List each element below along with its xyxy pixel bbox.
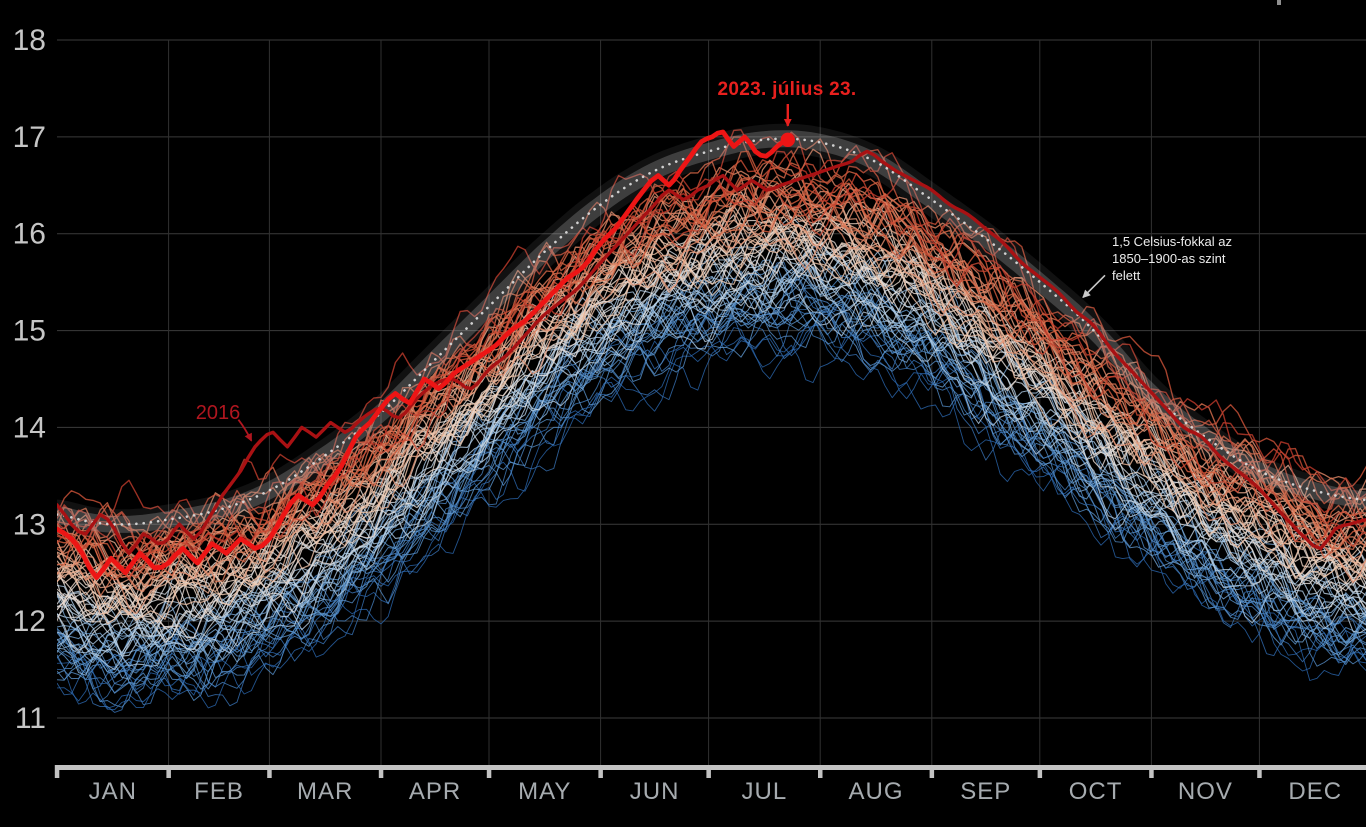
- x-axis-tick: [1257, 765, 1262, 778]
- ensemble-lines: [57, 129, 1366, 713]
- x-axis-label: OCT: [1069, 778, 1123, 805]
- year-line: [57, 254, 1366, 654]
- x-axis-tick: [706, 765, 711, 778]
- year-line: [57, 262, 1366, 672]
- x-axis-label: JUL: [742, 778, 788, 805]
- year-line: [57, 182, 1366, 593]
- year-line: [57, 205, 1366, 624]
- y-axis-label: 13: [13, 508, 46, 541]
- year-line: [57, 214, 1366, 615]
- y-axis-label: 11: [15, 702, 46, 735]
- year-line: [57, 306, 1366, 690]
- x-axis-label: APR: [409, 778, 461, 805]
- x-axis-label: NOV: [1178, 778, 1233, 805]
- y-axis-label: 15: [13, 315, 46, 348]
- x-axis-label: DEC: [1288, 778, 1342, 805]
- x-axis-tick: [1149, 765, 1154, 778]
- year-line: [57, 322, 1366, 709]
- year-line: [57, 253, 1366, 654]
- year-line: [57, 259, 1366, 674]
- y-axis-label: 16: [13, 218, 46, 251]
- y-axis-label: 17: [13, 121, 46, 154]
- x-axis-label: JAN: [89, 778, 137, 805]
- x-axis-tick: [486, 765, 492, 778]
- year-line: [57, 260, 1366, 657]
- x-axis-label: JUN: [630, 778, 680, 805]
- x-axis-bar: [57, 765, 1366, 770]
- series-2023-endpoint: [780, 132, 795, 147]
- x-axis-tick: [378, 765, 384, 778]
- arrow-to-2016-line: [237, 419, 253, 442]
- year-line: [57, 256, 1366, 651]
- x-axis-label: MAY: [518, 778, 571, 805]
- y-axis-label: 12: [13, 605, 46, 638]
- y-axis-label: 14: [13, 411, 46, 444]
- x-axis-tick: [598, 765, 603, 778]
- year-line: [57, 283, 1366, 701]
- y-axis: 11 12 13 14 15 16 17 18: [13, 24, 46, 735]
- year-line: [57, 150, 1366, 580]
- x-axis-label: SEP: [960, 778, 1011, 805]
- x-axis-tick: [1037, 765, 1043, 778]
- year-line: [57, 176, 1366, 577]
- x-axis-tick: [929, 765, 935, 778]
- y-axis-label: 18: [13, 24, 46, 57]
- year-line: [57, 266, 1366, 665]
- annotation-arrows: [237, 104, 1106, 442]
- x-axis: JAN FEB MAR APR MAY JUN JUL AUG SEP OCT NOV DEC: [54, 765, 1366, 805]
- year-line: [57, 136, 1366, 551]
- year-line: [57, 225, 1366, 619]
- series-2016: [57, 149, 1366, 555]
- x-axis-tick: [54, 765, 60, 778]
- year-line: [57, 208, 1366, 588]
- clipped-ui-fragment: [1277, 0, 1281, 5]
- x-axis-tick: [166, 765, 171, 778]
- year-line: [57, 291, 1366, 708]
- year-line: [57, 265, 1366, 685]
- series-2023: [57, 129, 791, 580]
- x-axis-label: FEB: [194, 778, 244, 805]
- plot-area: [57, 123, 1366, 713]
- year-line: [57, 214, 1366, 628]
- x-axis-label: MAR: [297, 778, 353, 805]
- year-line: [57, 213, 1366, 625]
- arrow-to-threshold-band: [1082, 274, 1106, 299]
- x-axis-tick: [818, 765, 823, 778]
- x-axis-tick: [267, 765, 272, 778]
- x-axis-label: AUG: [848, 778, 903, 805]
